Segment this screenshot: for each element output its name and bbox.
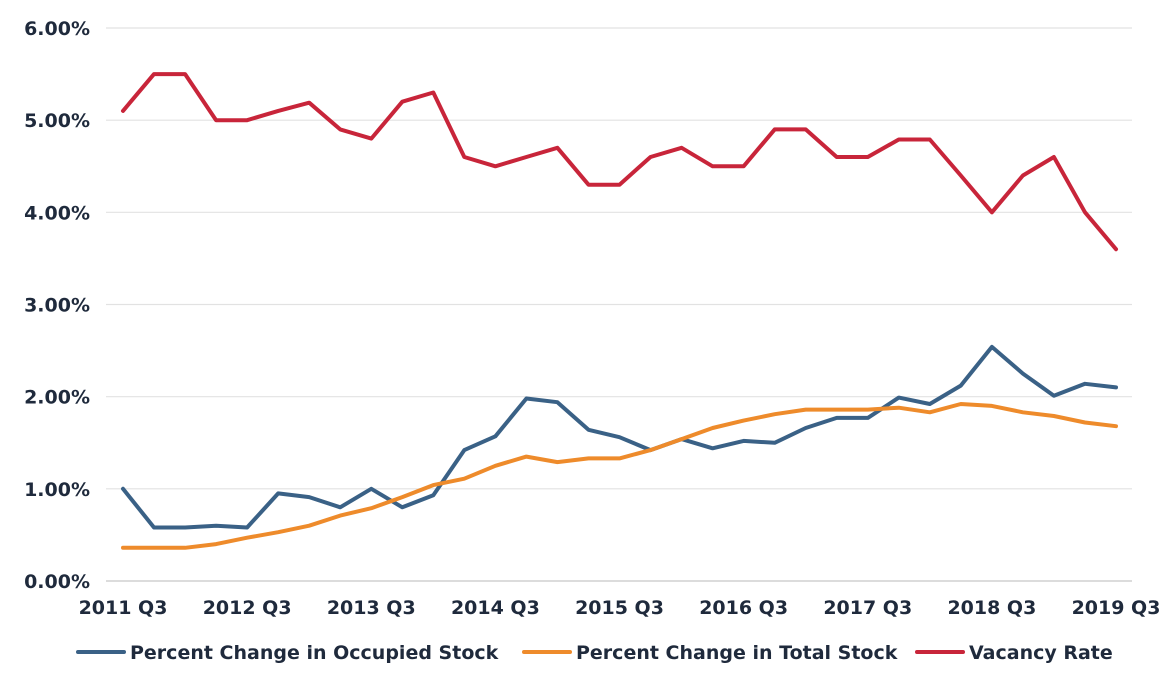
y-tick-label: 6.00%	[24, 18, 90, 40]
legend-item: Vacancy Rate	[915, 642, 1113, 664]
legend: Percent Change in Occupied Stock Percent …	[76, 642, 1113, 664]
x-tick-label: 2019 Q3	[1072, 597, 1161, 619]
x-tick-label: 2018 Q3	[947, 597, 1036, 619]
y-tick-label: 4.00%	[24, 202, 90, 224]
x-tick-label: 2015 Q3	[575, 597, 664, 619]
series-line-vacancy-rate	[121, 72, 1118, 252]
y-tick-label: 2.00%	[24, 387, 90, 409]
x-tick-label: 2013 Q3	[327, 597, 416, 619]
legend-item: Percent Change in Occupied Stock	[76, 642, 499, 664]
x-tick-label: 2014 Q3	[451, 597, 540, 619]
y-tick-label: 3.00%	[24, 295, 90, 317]
x-tick-label: 2017 Q3	[823, 597, 912, 619]
y-tick-label: 5.00%	[24, 110, 90, 132]
series-lines	[121, 72, 1118, 550]
legend-label: Percent Change in Total Stock	[576, 642, 898, 664]
x-tick-label: 2011 Q3	[79, 597, 168, 619]
legend-item: Percent Change in Total Stock	[522, 642, 898, 664]
series-line-percent-change-in-occupied-stock	[121, 344, 1118, 530]
x-tick-label: 2012 Q3	[203, 597, 292, 619]
gridlines	[106, 27, 1132, 582]
legend-label: Vacancy Rate	[969, 642, 1113, 664]
x-axis-tick-labels: 2011 Q3 2012 Q3 2013 Q3 2014 Q3 2015 Q3 2016 …	[79, 597, 1161, 619]
y-tick-label: 1.00%	[24, 479, 90, 501]
x-tick-label: 2016 Q3	[699, 597, 788, 619]
y-tick-label: 0.00%	[24, 571, 90, 593]
legend-label: Percent Change in Occupied Stock	[130, 642, 499, 664]
y-axis-tick-labels: 0.00% 1.00% 2.00% 3.00% 4.00% 5.00% 6.00%	[24, 18, 90, 593]
series-line-percent-change-in-total-stock	[121, 402, 1118, 550]
